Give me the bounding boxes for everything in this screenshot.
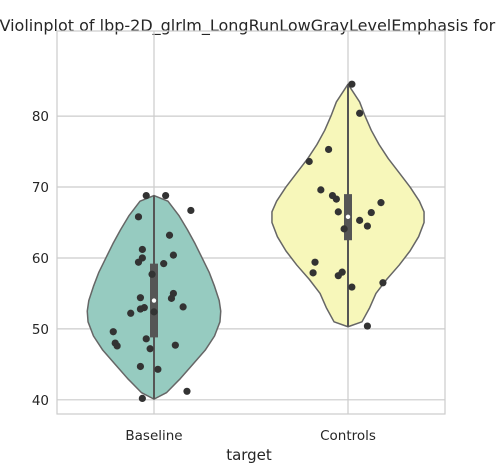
data-point bbox=[333, 195, 340, 202]
data-point bbox=[364, 222, 371, 229]
data-point bbox=[170, 252, 177, 259]
data-point bbox=[150, 308, 157, 315]
y-tick-labels: 40 50 60 70 80 bbox=[32, 109, 49, 409]
y-tick-label: 40 bbox=[32, 393, 49, 409]
data-point bbox=[137, 294, 144, 301]
data-point bbox=[183, 388, 190, 395]
data-point bbox=[148, 271, 155, 278]
median-marker bbox=[346, 215, 350, 219]
data-point bbox=[172, 342, 179, 349]
data-point bbox=[147, 345, 154, 352]
data-point bbox=[356, 217, 363, 224]
x-tick-label: Baseline bbox=[125, 428, 182, 444]
data-point bbox=[341, 225, 348, 232]
data-point bbox=[364, 322, 371, 329]
data-point bbox=[135, 259, 142, 266]
data-point bbox=[311, 259, 318, 266]
data-point bbox=[306, 158, 313, 165]
data-point bbox=[162, 192, 169, 199]
data-point bbox=[166, 232, 173, 239]
data-point bbox=[325, 146, 332, 153]
data-point bbox=[143, 335, 150, 342]
data-point bbox=[160, 260, 167, 267]
data-point bbox=[335, 272, 342, 279]
data-point bbox=[377, 199, 384, 206]
y-tick-label: 60 bbox=[32, 251, 49, 267]
data-point bbox=[114, 342, 121, 349]
data-point bbox=[137, 305, 144, 312]
y-tick-label: 50 bbox=[32, 322, 49, 338]
y-tick-label: 80 bbox=[32, 109, 49, 125]
data-point bbox=[368, 209, 375, 216]
x-tick-label: Controls bbox=[320, 428, 376, 444]
data-point bbox=[348, 81, 355, 88]
data-point bbox=[139, 395, 146, 402]
data-point bbox=[135, 213, 142, 220]
x-axis-label: target bbox=[226, 446, 272, 464]
data-point bbox=[143, 192, 150, 199]
data-point bbox=[180, 303, 187, 310]
data-point bbox=[139, 246, 146, 253]
data-point bbox=[348, 283, 355, 290]
data-point bbox=[137, 363, 144, 370]
chart-title: Violinplot of lbp-2D_glrlm_LongRunLowGra… bbox=[0, 16, 498, 36]
data-point bbox=[168, 295, 175, 302]
y-tick-label: 70 bbox=[32, 180, 49, 196]
data-point bbox=[154, 366, 161, 373]
data-point bbox=[335, 208, 342, 215]
data-point bbox=[187, 207, 194, 214]
x-tick-labels: Baseline Controls bbox=[125, 428, 376, 444]
data-point bbox=[356, 110, 363, 117]
data-point bbox=[127, 310, 134, 317]
data-point bbox=[110, 328, 117, 335]
data-point bbox=[379, 279, 386, 286]
violins bbox=[87, 84, 424, 399]
data-point bbox=[317, 186, 324, 193]
data-point bbox=[309, 269, 316, 276]
median-marker bbox=[152, 298, 156, 302]
